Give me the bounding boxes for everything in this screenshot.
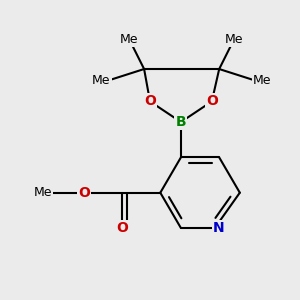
Text: Me: Me xyxy=(225,33,243,46)
Text: N: N xyxy=(213,221,224,235)
Text: Me: Me xyxy=(120,33,139,46)
Text: O: O xyxy=(116,221,128,235)
Text: Me: Me xyxy=(92,74,111,87)
Text: O: O xyxy=(144,94,156,108)
Text: B: B xyxy=(176,115,186,129)
Text: O: O xyxy=(206,94,218,108)
Text: Me: Me xyxy=(253,74,271,87)
Text: O: O xyxy=(78,186,90,200)
Text: Me: Me xyxy=(33,186,52,199)
